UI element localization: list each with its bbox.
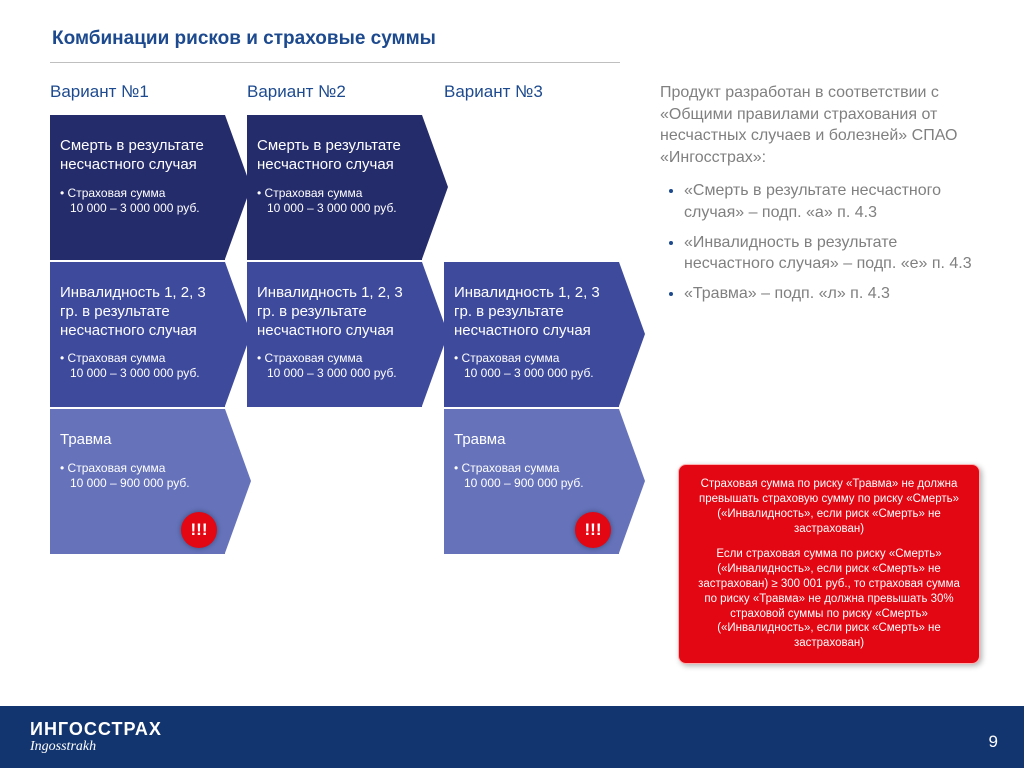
column-header: Вариант №1 — [50, 82, 225, 102]
risk-box: Инвалидность 1, 2, 3 гр. в результате не… — [444, 262, 619, 407]
column: Смерть в результате несчастного случая Ст… — [50, 115, 225, 554]
risk-box-amount: 10 000 – 3 000 000 руб. — [60, 201, 213, 215]
risk-box-amount: 10 000 – 3 000 000 руб. — [454, 366, 607, 380]
risk-box-bullet: Страховая сумма — [454, 460, 607, 476]
risk-box-bullet: Страховая сумма — [60, 185, 213, 201]
risk-box-bullet: Страховая сумма — [60, 460, 213, 476]
risk-box-bullet: Страховая сумма — [257, 350, 410, 366]
warning-p1: Страховая сумма по риску «Травма» не дол… — [693, 477, 965, 537]
risk-box-title: Инвалидность 1, 2, 3 гр. в результате не… — [454, 284, 607, 340]
risk-box: Смерть в результате несчастного случая Ст… — [50, 115, 225, 260]
side-list-item: «Смерть в результате несчастного случая»… — [684, 180, 980, 223]
footer: ИНГОССТРАХ Ingosstrakh 9 — [0, 706, 1024, 768]
column: Инвалидность 1, 2, 3 гр. в результате не… — [444, 115, 619, 554]
risk-box: Инвалидность 1, 2, 3 гр. в результате не… — [50, 262, 225, 407]
risk-box-title: Инвалидность 1, 2, 3 гр. в результате не… — [257, 284, 410, 340]
warning-box: Страховая сумма по риску «Травма» не дол… — [678, 464, 980, 664]
risk-box-title: Травма — [60, 431, 213, 450]
side-list-item: «Инвалидность в результате несчастного с… — [684, 232, 980, 275]
column-header: Вариант №2 — [247, 82, 422, 102]
risk-box-title: Инвалидность 1, 2, 3 гр. в результате не… — [60, 284, 213, 340]
risk-box-amount: 10 000 – 3 000 000 руб. — [60, 366, 213, 380]
columns-container: Смерть в результате несчастного случая Ст… — [50, 115, 619, 554]
risk-box-bullet: Страховая сумма — [454, 350, 607, 366]
column-headers: Вариант №1 Вариант №2 Вариант №3 — [50, 82, 619, 102]
risk-box: Инвалидность 1, 2, 3 гр. в результате не… — [247, 262, 422, 407]
exclamation-badge-icon: !!! — [181, 512, 217, 548]
risk-box: Смерть в результате несчастного случая Ст… — [247, 115, 422, 260]
side-panel: Продукт разработан в соответствии с «Общ… — [660, 82, 980, 312]
risk-box: Травма Страховая сумма10 000 – 900 000 ру… — [50, 409, 225, 554]
warning-p2: Если страховая сумма по риску «Смерть» (… — [693, 547, 965, 652]
side-list-item: «Травма» – подп. «л» п. 4.3 — [684, 283, 980, 305]
risk-box-amount: 10 000 – 3 000 000 руб. — [257, 366, 410, 380]
side-intro: Продукт разработан в соответствии с «Общ… — [660, 82, 980, 168]
divider — [50, 62, 620, 63]
page-title: Комбинации рисков и страховые суммы — [52, 28, 436, 50]
risk-box-title: Смерть в результате несчастного случая — [257, 137, 410, 175]
column: Смерть в результате несчастного случая Ст… — [247, 115, 422, 554]
risk-box-title: Травма — [454, 431, 607, 450]
side-list: «Смерть в результате несчастного случая»… — [660, 180, 980, 304]
risk-box-title: Смерть в результате несчастного случая — [60, 137, 213, 175]
logo-en: Ingosstrakh — [30, 740, 162, 754]
column-header: Вариант №3 — [444, 82, 619, 102]
risk-box-amount: 10 000 – 3 000 000 руб. — [257, 201, 410, 215]
spacer — [444, 115, 619, 260]
risk-box-bullet: Страховая сумма — [60, 350, 213, 366]
logo-ru: ИНГОССТРАХ — [30, 720, 162, 738]
risk-box-amount: 10 000 – 900 000 руб. — [454, 476, 607, 490]
risk-box-amount: 10 000 – 900 000 руб. — [60, 476, 213, 490]
risk-box-bullet: Страховая сумма — [257, 185, 410, 201]
page-number: 9 — [989, 732, 998, 752]
exclamation-badge-icon: !!! — [575, 512, 611, 548]
logo: ИНГОССТРАХ Ingosstrakh — [30, 720, 162, 754]
risk-box: Травма Страховая сумма10 000 – 900 000 ру… — [444, 409, 619, 554]
